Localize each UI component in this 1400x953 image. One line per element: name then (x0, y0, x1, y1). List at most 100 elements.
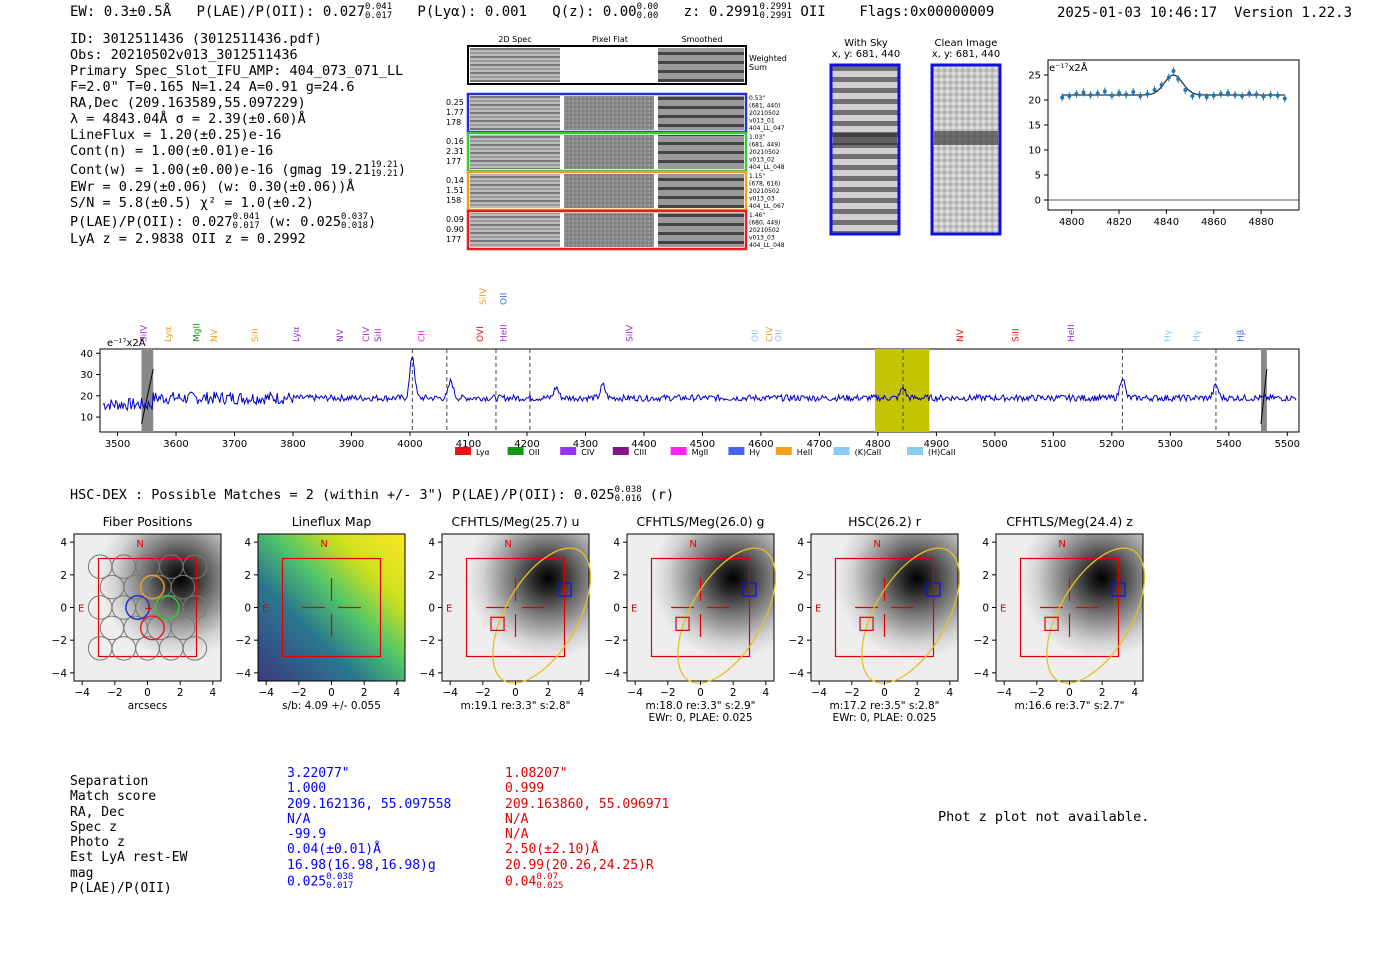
weighted-2d (470, 48, 560, 82)
zoom-point (1176, 77, 1181, 81)
zoom-point (1145, 92, 1150, 96)
spectral-line-label: CIV (362, 326, 372, 342)
panel-ytick: 4 (428, 537, 435, 549)
match-box-blue (1111, 582, 1126, 597)
spectral-line-label-top: SiIV (479, 287, 489, 305)
spectral-line-label: NV (956, 328, 966, 342)
spectral-line-label: CII (418, 330, 428, 342)
panel-ytick: 4 (982, 537, 989, 549)
cutout-meta: 20210502 (749, 149, 780, 156)
label-separation: Separation (70, 774, 149, 789)
galaxy-ellipse (1046, 547, 1146, 684)
east-label: E (815, 604, 821, 615)
label-plae: P(LAE)/P(OII) (70, 881, 172, 897)
info-obs: Obs: 20210502v013_3012511436 (70, 47, 298, 63)
zoom-point (1081, 90, 1086, 95)
zoom-point (1060, 95, 1065, 100)
image-panel: CFHTLS/Meg(24.4) z N E −4 −4 −2 −2 0 0 2 2 4 4 m:16.6… (974, 514, 1146, 712)
header-plae: P(LAE)/P(OII): 0.027 (196, 4, 366, 20)
east-label: E (262, 604, 268, 615)
fiber-circle (182, 595, 208, 620)
col1-plae: 0.025 0.038 0.017 (287, 872, 354, 892)
header-qz: Q(z): 0.00 (552, 4, 637, 20)
cutout-num: 0.90 (446, 225, 464, 234)
cutout-meta: 20210502 (749, 110, 780, 117)
spectral-line-label: OII (751, 330, 761, 342)
zoom-ylabel: e⁻¹⁷x2Å (1049, 61, 1088, 74)
spectral-line-label: SiIV (139, 324, 149, 342)
zoom-point (1088, 93, 1093, 97)
cutout-num: 0.14 (446, 176, 464, 185)
col1-specz: N/A (287, 811, 311, 827)
col1-lya-ew: 0.04(±0.01)Å (287, 842, 381, 858)
spectral-line-label: Lyα (292, 326, 302, 342)
spectrum-line (102, 356, 1297, 412)
col-title-smooth: Smoothed (682, 35, 723, 44)
header-datetime: 2025-01-03 10:46:17 (1057, 5, 1218, 21)
panel-ytick: 4 (60, 537, 67, 549)
legend-swatch (670, 447, 687, 455)
cutout-num: 0.09 (446, 215, 464, 224)
info-fit: F=2.0" T=0.165 N=1.24 A=0.91 g=24.6 (70, 79, 355, 95)
info-ewr: EWr = 0.29(±0.06) (w: 0.30(±0.06))Å (70, 179, 355, 195)
spectral-line-label: SiII (251, 328, 261, 342)
east-label: E (631, 604, 637, 615)
cutout-smooth (658, 174, 744, 208)
panel-ytick: −2 (236, 635, 251, 647)
header-version: Version 1.22.3 (1234, 5, 1353, 21)
zoom-point (1211, 93, 1216, 98)
weighted-smooth (658, 48, 744, 82)
header-line: EW: 0.3±0.5Å P(LAE)/P(OII): 0.027 0.041 0.… (70, 3, 994, 21)
zoom-xtick: 4840 (1154, 217, 1179, 228)
clean-coords: x, y: 681, 440 (931, 49, 1001, 60)
spectral-line-label: NV (336, 328, 346, 342)
label-match-score: Match score (70, 789, 157, 805)
cutout-meta: v013_02 (749, 157, 775, 164)
spectral-line-label: Hγ (1193, 329, 1203, 342)
panel-ytick: −4 (420, 668, 436, 680)
panel-ytick: −4 (974, 668, 990, 680)
info-contn: Cont(n) = 1.00(±0.01)e-16 (70, 143, 274, 159)
spectrum-ticks: 3500 3600 3700 3800 3900 4000 4100 4200 4300 4400… (80, 349, 1300, 450)
spectrum-xtick: 5300 (1158, 439, 1183, 450)
legend-swatch (612, 447, 629, 455)
aperture-box (650, 557, 751, 658)
panel-xtick: 2 (177, 687, 184, 699)
cutout-num: 0.16 (446, 137, 464, 146)
spectrum-xtick: 4500 (690, 439, 715, 450)
col2-separation: 1.08207" (505, 766, 568, 781)
zoom-ytick: 25 (1028, 71, 1041, 82)
panel-xtick: 4 (577, 687, 584, 699)
panel-title: CFHTLS/Meg(26.0) g (637, 514, 765, 529)
zoom-ytick: 0 (1035, 196, 1041, 207)
zoom-ytick: 20 (1028, 96, 1041, 107)
hsc-band: (r) (649, 487, 675, 503)
panel-ytick: −4 (52, 668, 68, 680)
info-primary: Primary Spec_Slot_IFU_AMP: 404_073_071_L… (70, 63, 404, 79)
panel-ytick: 4 (613, 537, 620, 549)
legend-swatch (907, 447, 923, 455)
cutout-meta: 404_LL_067 (749, 203, 785, 210)
cutout-2d (470, 213, 560, 247)
info-plae-a-frac: 0.041 0.017 (232, 212, 260, 231)
panel-xtick: 2 (361, 687, 368, 699)
fiber-circle (182, 554, 208, 579)
cutout-num: 0.25 (446, 98, 464, 107)
image-panel: HSC(26.2) r N E −4 −4 −2 −2 0 0 2 2 4 4 m:17.2 re:3.5… (789, 514, 961, 724)
spectrum-plot (102, 349, 1297, 432)
spectrum-ylabel: e⁻¹⁷x2Å (107, 336, 146, 349)
detection-info: ID: 3012511436 (3012511436.pdf) Obs: 202… (70, 31, 406, 247)
panel-xtick: −4 (811, 687, 827, 699)
header-z: z: 0.2991 (683, 4, 760, 20)
panel-ytick: −2 (605, 635, 620, 647)
zoom-ytick: 15 (1028, 121, 1041, 132)
galaxy-ellipse (492, 547, 592, 684)
panel-xtick: −4 (442, 687, 458, 699)
panel-ytick: 4 (797, 537, 804, 549)
spectral-line-label: CIV (766, 326, 776, 342)
zoom-xtick: 4860 (1201, 217, 1226, 228)
panel-title: Lineflux Map (292, 514, 372, 529)
info-plae-row: P(LAE)/P(OII): 0.027 0.041 0.017 (w: 0.025… (70, 213, 406, 231)
panel-title: CFHTLS/Meg(25.7) u (452, 514, 580, 529)
col-title-2d: 2D Spec (498, 35, 531, 44)
